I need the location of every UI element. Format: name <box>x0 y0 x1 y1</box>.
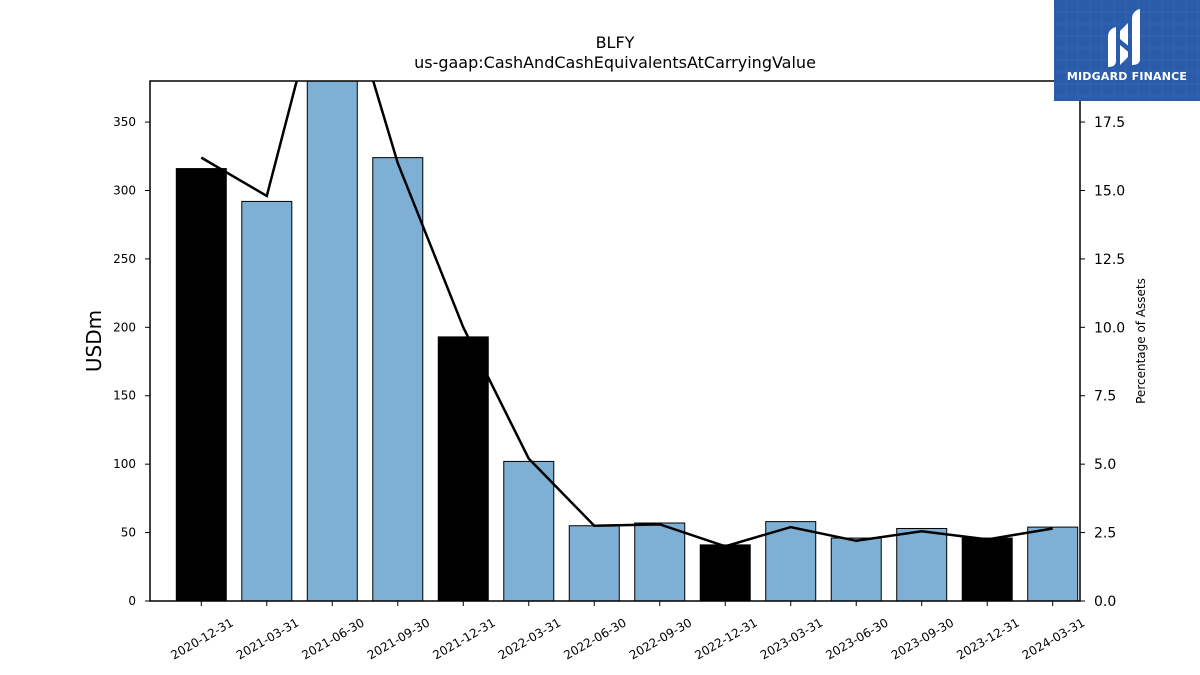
bar-2020-12-31 <box>175 168 227 602</box>
x-tick-label: 2023-12-31 <box>954 615 1021 662</box>
x-tick-label: 2023-03-31 <box>758 615 825 662</box>
y-tick-label: 0 <box>128 594 136 608</box>
chart-subtitle: us-gaap:CashAndCashEquivalentsAtCarrying… <box>414 53 816 72</box>
y-right-tick-label: 17.5 <box>1094 115 1125 131</box>
bar-2022-09-30 <box>634 522 686 602</box>
bar-2022-06-30 <box>568 525 620 602</box>
x-tick-label: 2020-12-31 <box>168 615 235 662</box>
y-right-tick-label: 10.0 <box>1094 320 1125 336</box>
line-layer <box>200 81 1053 548</box>
y-tick-label: 50 <box>121 526 136 540</box>
plot-frame <box>149 80 1081 602</box>
bar-2024-03-31 <box>1027 526 1079 602</box>
y-right-tick-label: 2.5 <box>1094 526 1116 542</box>
bar-2021-12-31 <box>437 336 489 602</box>
x-tick-label: 2021-06-30 <box>299 615 366 662</box>
y-tick-label: 300 <box>113 183 136 197</box>
bar-2023-09-30 <box>896 527 948 602</box>
y-tick-label: 150 <box>113 389 136 403</box>
bar-2022-03-31 <box>503 460 555 602</box>
midgard-finance-logo: MIDGARD FINANCE <box>1054 0 1200 101</box>
y-right-tick-label: 7.5 <box>1094 389 1116 405</box>
y-tick-label: 350 <box>113 115 136 129</box>
bar-2023-03-31 <box>765 521 817 602</box>
x-tick-label: 2022-09-30 <box>627 615 694 662</box>
logo-mark-icon <box>1108 9 1140 67</box>
y-tick-label: 100 <box>113 457 136 471</box>
x-tick-label: 2023-09-30 <box>889 615 956 662</box>
y-right-tick-label: 0.0 <box>1094 594 1116 610</box>
x-tick-label: 2022-03-31 <box>496 615 563 662</box>
y-right-tick-label: 12.5 <box>1094 252 1125 268</box>
bar-2021-09-30 <box>372 157 424 602</box>
y-axis-right-label: Percentage of Assets <box>1134 278 1148 404</box>
bar-2023-06-30 <box>830 537 882 602</box>
bar-2022-12-31 <box>699 544 751 602</box>
y-right-tick-label: 15.0 <box>1094 183 1125 199</box>
x-tick-label: 2022-06-30 <box>561 615 628 662</box>
y-right-tick-label: 5.0 <box>1094 457 1116 473</box>
bar-2021-03-31 <box>241 200 293 602</box>
y-axis-label: USDm <box>82 310 106 372</box>
bars-layer <box>175 80 1079 602</box>
x-tick-label: 2022-12-31 <box>692 615 759 662</box>
logo-text: MIDGARD FINANCE <box>1066 70 1188 83</box>
x-tick-label: 2024-03-31 <box>1020 615 1087 662</box>
x-tick-label: 2021-03-31 <box>234 615 301 662</box>
x-tick-label: 2021-12-31 <box>430 615 497 662</box>
x-tick-label: 2023-06-30 <box>823 615 890 662</box>
x-tick-label: 2021-09-30 <box>365 615 432 662</box>
y-tick-label: 250 <box>113 252 136 266</box>
bar-2021-06-30 <box>306 80 358 602</box>
series-line-pct-assets <box>200 81 1053 548</box>
y-tick-label: 200 <box>113 320 136 334</box>
bar-2023-12-31 <box>961 537 1013 602</box>
chart-title: BLFY <box>596 33 635 52</box>
